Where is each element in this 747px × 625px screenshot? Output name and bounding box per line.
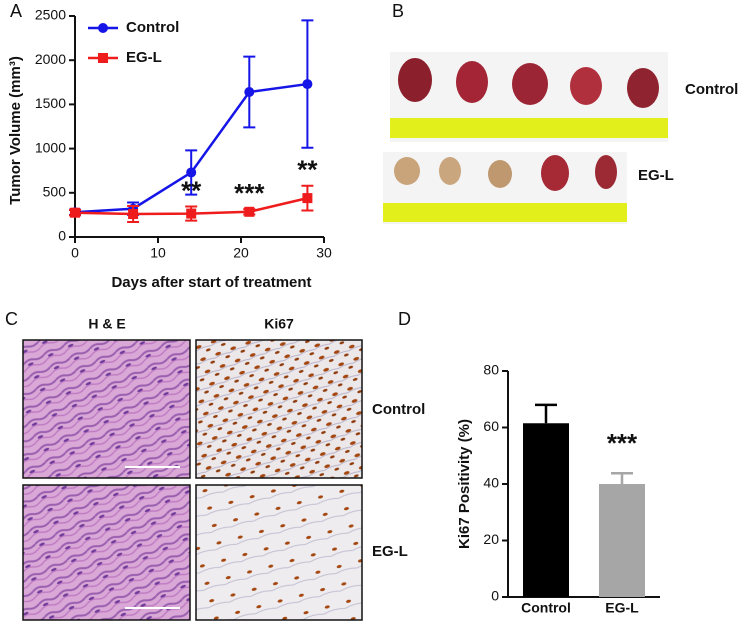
y-tick-label: 500 — [43, 184, 67, 200]
x-axis-label: Days after start of treatment — [111, 274, 311, 291]
y-tick-label: 0 — [58, 228, 66, 244]
y-tick-label: 2000 — [35, 51, 66, 67]
y-tick-label: 0 — [491, 588, 499, 604]
y-tick-label: 40 — [483, 475, 499, 491]
marker — [244, 206, 255, 217]
legend-marker — [98, 53, 108, 63]
significance: *** — [607, 428, 638, 458]
legend-label: EG-L — [126, 49, 162, 66]
micrograph — [195, 339, 363, 479]
x-tick-label: Control — [521, 600, 571, 616]
x-tick-label: 0 — [71, 245, 79, 261]
micrograph — [22, 484, 191, 621]
significance: *** — [234, 178, 265, 208]
marker — [186, 167, 197, 178]
x-tick-label: EG-L — [605, 600, 639, 616]
y-tick-label: 60 — [483, 418, 499, 434]
y-axis-label: Tumor Volume (mm³) — [7, 56, 24, 205]
significance: ** — [297, 155, 318, 185]
row-label: EG-L — [638, 167, 674, 184]
error-bar — [535, 403, 557, 424]
y-axis-label: Ki67 Positivity (%) — [456, 419, 473, 549]
micrograph — [22, 339, 191, 479]
panel-label: D — [398, 309, 411, 329]
y-tick-label: 1500 — [35, 95, 66, 111]
marker — [302, 79, 313, 90]
bar — [599, 484, 645, 597]
micrograph — [195, 484, 363, 621]
y-tick-label: 2500 — [35, 7, 66, 23]
x-tick-label: 20 — [233, 245, 249, 261]
x-tick-label: 30 — [316, 245, 332, 261]
marker — [302, 193, 313, 204]
column-label: Ki67 — [264, 316, 294, 332]
panel-label: B — [392, 1, 404, 21]
marker — [70, 207, 80, 218]
tumor-photo — [383, 52, 668, 224]
legend-marker — [98, 23, 108, 33]
x-tick-label: 10 — [150, 245, 166, 261]
legend-label: Control — [126, 19, 179, 36]
marker — [244, 87, 255, 98]
row-label: Control — [372, 401, 425, 418]
y-tick-label: 80 — [483, 362, 499, 378]
y-tick-label: 20 — [483, 531, 499, 547]
marker — [186, 208, 197, 219]
panel-label: C — [5, 309, 18, 329]
row-label: Control — [685, 81, 738, 98]
row-label: EG-L — [372, 543, 408, 560]
bar — [523, 423, 569, 597]
error-bar — [611, 472, 633, 484]
marker — [128, 209, 139, 220]
y-tick-label: 1000 — [35, 139, 66, 155]
panel-label: A — [10, 1, 22, 21]
significance: ** — [181, 175, 202, 205]
column-label: H & E — [88, 316, 125, 332]
